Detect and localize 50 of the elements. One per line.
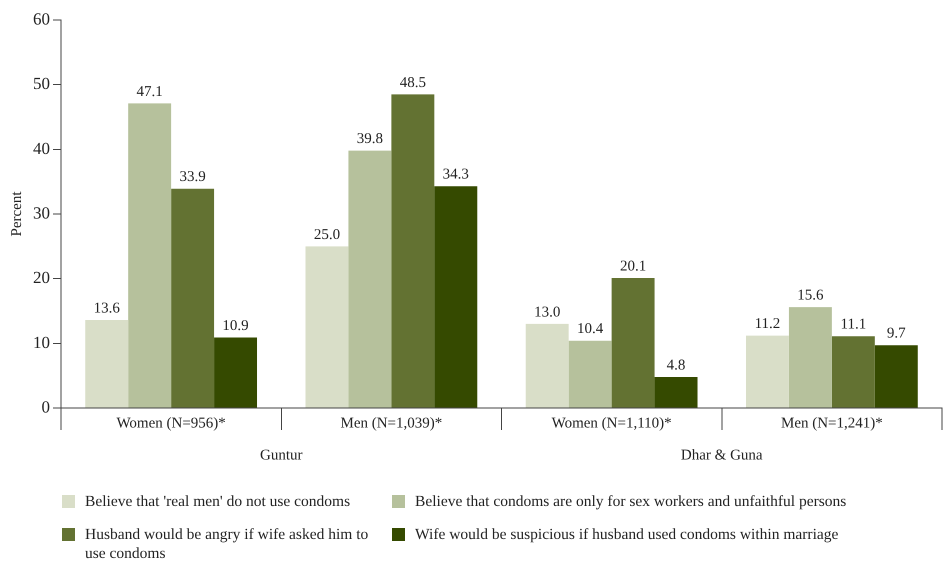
data-label: 25.0 bbox=[314, 226, 340, 243]
y-tick-label: 20 bbox=[33, 268, 50, 288]
data-label: 15.6 bbox=[797, 288, 824, 304]
bar bbox=[568, 340, 612, 408]
legend-label: Wife would be suspicious if husband used condoms within marriage bbox=[415, 525, 838, 544]
data-label: 9.7 bbox=[886, 326, 906, 342]
data-label: 11.2 bbox=[754, 316, 780, 332]
data-label: 13.0 bbox=[534, 304, 560, 320]
x-tick-label: Men (N=1,039)* bbox=[340, 415, 442, 432]
bar bbox=[348, 150, 392, 408]
data-label: 47.1 bbox=[136, 84, 163, 100]
x-tick-label: Women (N=956)* bbox=[116, 415, 226, 432]
legend-label: Believe that condoms are only for sex workers and unfaithful persons bbox=[415, 492, 846, 511]
y-tick-label: 40 bbox=[33, 138, 50, 158]
bar bbox=[214, 338, 258, 408]
data-label: 20.1 bbox=[620, 258, 646, 274]
data-label: 13.6 bbox=[94, 300, 120, 316]
bar bbox=[434, 186, 478, 408]
data-label: 4.8 bbox=[666, 357, 686, 374]
bar bbox=[171, 188, 214, 408]
legend-label: Believe that 'real men' do not use condoms bbox=[85, 492, 350, 511]
data-label: 33.9 bbox=[179, 169, 206, 186]
bar bbox=[832, 336, 875, 408]
text: Guntur bbox=[260, 447, 302, 464]
bar bbox=[612, 278, 655, 408]
y-tick-label: 0 bbox=[42, 397, 50, 416]
x-tick-label: Women (N=1,110)* bbox=[552, 415, 672, 432]
y-tick-label: 30 bbox=[33, 203, 50, 222]
bar bbox=[746, 336, 789, 408]
bar bbox=[526, 324, 569, 408]
data-label: 34.3 bbox=[442, 166, 469, 183]
data-label: 10.9 bbox=[222, 318, 249, 334]
y-tick-label: 50 bbox=[33, 74, 50, 94]
bar bbox=[874, 345, 918, 408]
text: Dhar & Guna bbox=[680, 447, 763, 464]
data-label: 10.4 bbox=[577, 321, 604, 338]
bar bbox=[788, 307, 832, 408]
bar bbox=[128, 103, 172, 408]
data-label: 48.5 bbox=[400, 74, 426, 91]
data-label: 39.8 bbox=[356, 131, 384, 148]
data-label: 11.1 bbox=[840, 316, 866, 333]
x-tick-label: Men (N=1,241)* bbox=[780, 415, 883, 432]
y-tick-label: 60 bbox=[33, 9, 50, 28]
bar bbox=[391, 94, 434, 408]
bar bbox=[305, 246, 348, 408]
y-axis-title: Percent bbox=[8, 190, 25, 236]
bar bbox=[654, 376, 698, 408]
bar bbox=[85, 320, 128, 408]
legend-label: Husband would be angry if wife asked him to use condoms bbox=[85, 525, 370, 563]
y-tick-label: 10 bbox=[33, 332, 50, 352]
